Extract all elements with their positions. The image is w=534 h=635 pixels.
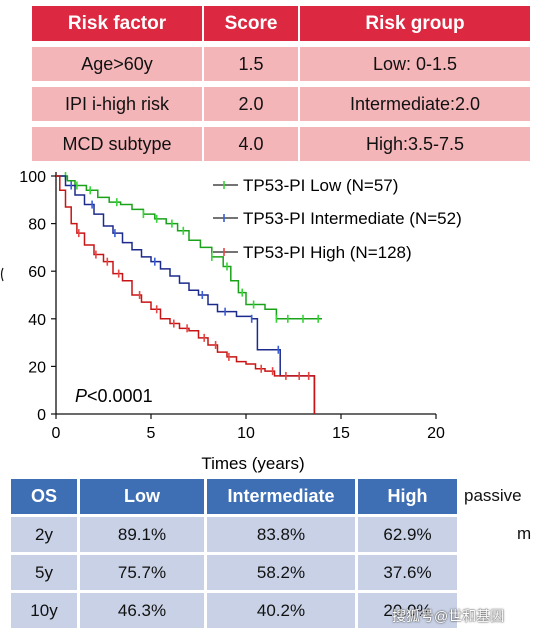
risk-table-header-row: Risk factor Score Risk group bbox=[32, 6, 530, 41]
y-tick-label: 60 bbox=[28, 264, 46, 281]
low-os-cell: 75.7% bbox=[80, 555, 204, 590]
score-cell: 2.0 bbox=[204, 87, 298, 121]
high-os-cell: 37.6% bbox=[358, 555, 457, 590]
p-value-annotation: P<0.0001 bbox=[75, 386, 153, 406]
x-axis-label: Times (years) bbox=[201, 454, 304, 473]
survival-curve-line bbox=[56, 175, 322, 320]
legend-label: TP53-PI Low (N=57) bbox=[243, 176, 398, 195]
score-cell: 4.0 bbox=[204, 127, 298, 161]
low-os-cell: 89.1% bbox=[80, 517, 204, 552]
x-tick-label: 5 bbox=[147, 425, 156, 442]
high-os-cell: 20.0% bbox=[358, 593, 457, 628]
high-header: High bbox=[358, 479, 457, 514]
table-row: Age>60y 1.5 Low: 0-1.5 bbox=[32, 47, 530, 81]
survival-curve-line bbox=[56, 175, 316, 414]
watermark-text: 搜狐号@世和基因 bbox=[392, 608, 505, 624]
risk-factor-header: Risk factor bbox=[32, 6, 202, 41]
table-row: IPI i-high risk 2.0 Intermediate:2.0 bbox=[32, 87, 530, 121]
risk-group-cell: Low: 0-1.5 bbox=[300, 47, 530, 81]
side-text-passive: passive bbox=[464, 486, 522, 505]
score-header: Score bbox=[204, 6, 298, 41]
y-tick-label: 20 bbox=[28, 359, 46, 376]
risk-group-cell: Intermediate:2.0 bbox=[300, 87, 530, 121]
overall-survival-table: OS Low Intermediate High 2y 89.1% 83.8% … bbox=[8, 476, 460, 631]
y-tick-label: 40 bbox=[28, 312, 46, 329]
os-header: OS bbox=[11, 479, 77, 514]
x-tick-label: 20 bbox=[427, 425, 445, 442]
table-row: 2y 89.1% 83.8% 62.9% bbox=[11, 517, 457, 552]
os-table-header-row: OS Low Intermediate High bbox=[11, 479, 457, 514]
y-tick-label: 0 bbox=[37, 407, 46, 424]
survival-curve-line bbox=[56, 175, 316, 414]
x-tick-label: 0 bbox=[52, 425, 61, 442]
os-period-cell: 10y bbox=[11, 593, 77, 628]
survival-series bbox=[56, 175, 316, 414]
p-symbol: P bbox=[75, 386, 87, 406]
risk-score-table: Risk factor Score Risk group Age>60y 1.5… bbox=[30, 0, 532, 167]
table-row: MCD subtype 4.0 High:3.5-7.5 bbox=[32, 127, 530, 161]
y-tick-label: 80 bbox=[28, 217, 46, 234]
survival-series bbox=[56, 175, 316, 414]
os-period-cell: 5y bbox=[11, 555, 77, 590]
score-cell: 1.5 bbox=[204, 47, 298, 81]
intermediate-os-cell: 40.2% bbox=[207, 593, 355, 628]
os-period-cell: 2y bbox=[11, 517, 77, 552]
intermediate-os-cell: 83.8% bbox=[207, 517, 355, 552]
low-os-cell: 46.3% bbox=[80, 593, 204, 628]
high-os-cell: 62.9% bbox=[358, 517, 457, 552]
survival-curves bbox=[56, 172, 322, 414]
x-tick-label: 10 bbox=[237, 425, 255, 442]
low-header: Low bbox=[80, 479, 204, 514]
y-tick-label: 100 bbox=[19, 169, 46, 186]
intermediate-os-cell: 58.2% bbox=[207, 555, 355, 590]
intermediate-header: Intermediate bbox=[207, 479, 355, 514]
table-row: 10y 46.3% 40.2% 20.0% bbox=[11, 593, 457, 628]
risk-group-header: Risk group bbox=[300, 6, 530, 41]
legend-label: TP53-PI High (N=128) bbox=[243, 243, 412, 262]
side-text-m: m bbox=[517, 524, 532, 543]
risk-factor-cell: IPI i-high risk bbox=[32, 87, 202, 121]
x-tick-label: 15 bbox=[332, 425, 350, 442]
partial-bracket-glyph bbox=[0, 267, 4, 282]
p-value-text: <0.0001 bbox=[87, 386, 153, 406]
risk-factor-cell: MCD subtype bbox=[32, 127, 202, 161]
legend-label: TP53-PI Intermediate (N=52) bbox=[243, 209, 462, 228]
risk-group-cell: High:3.5-7.5 bbox=[300, 127, 530, 161]
risk-factor-cell: Age>60y bbox=[32, 47, 202, 81]
chart-axes: 0 20 40 60 80 100 0 5 10 15 20 bbox=[19, 169, 445, 442]
chart-legend: TP53-PI Low (N=57) TP53-PI Intermediate (… bbox=[213, 176, 462, 262]
table-row: 5y 75.7% 58.2% 37.6% bbox=[11, 555, 457, 590]
